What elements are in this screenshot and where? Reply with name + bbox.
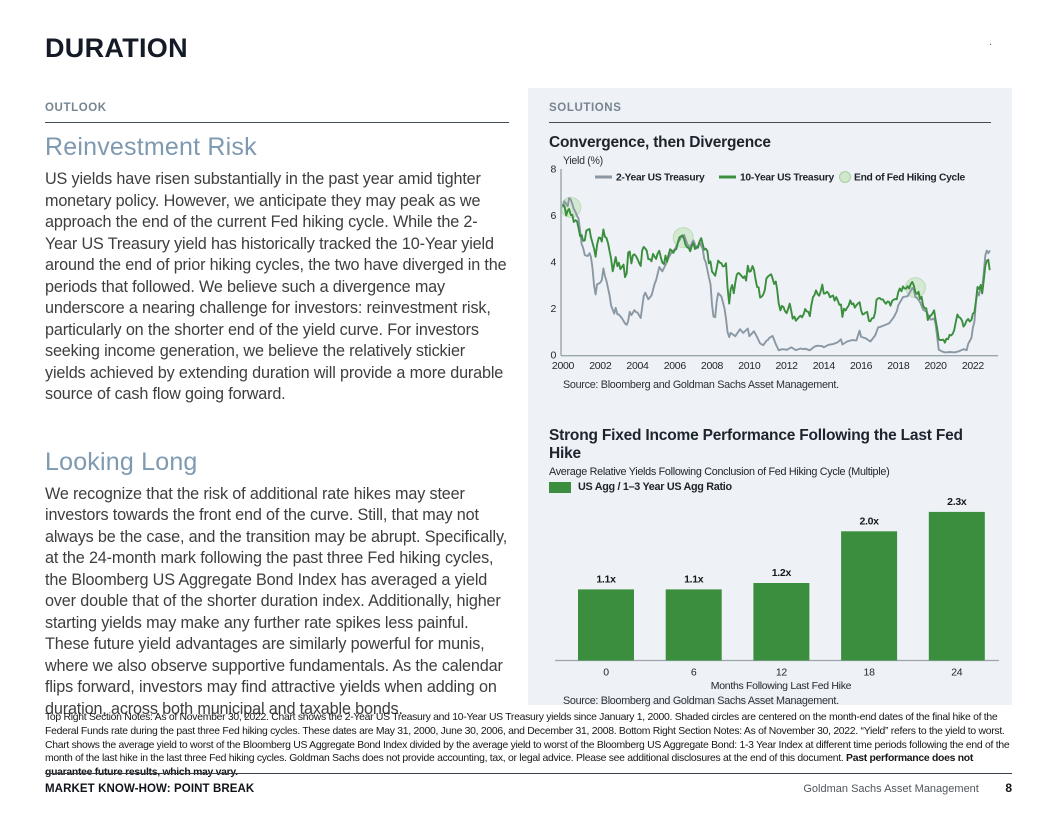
svg-text:2-Year US Treasury: 2-Year US Treasury bbox=[616, 173, 705, 184]
footnotes-text: Top Right Section Notes: As of November … bbox=[45, 712, 1010, 765]
bar-12 bbox=[753, 583, 810, 661]
legend-swatch-icon bbox=[549, 481, 571, 493]
svg-text:2.0x: 2.0x bbox=[859, 515, 879, 527]
footer: MARKET KNOW-HOW: POINT BREAK Goldman Sac… bbox=[45, 779, 1012, 797]
svg-text:2020: 2020 bbox=[925, 360, 948, 372]
line-series-0 bbox=[562, 197, 991, 354]
svg-text:12: 12 bbox=[776, 667, 788, 679]
svg-text:10-Year US Treasury: 10-Year US Treasury bbox=[740, 173, 834, 184]
svg-text:2006: 2006 bbox=[664, 360, 687, 372]
bar-chart-source: Source: Bloomberg and Goldman Sachs Asse… bbox=[563, 695, 839, 707]
svg-text:8: 8 bbox=[550, 164, 556, 176]
footer-brand: MARKET KNOW-HOW: POINT BREAK bbox=[45, 783, 255, 795]
svg-text:1.1x: 1.1x bbox=[596, 573, 616, 585]
svg-text:2016: 2016 bbox=[850, 360, 873, 372]
section-heading-reinvestment-risk: Reinvestment Risk bbox=[45, 133, 257, 161]
solutions-label: SOLUTIONS bbox=[549, 102, 622, 114]
footnotes-bold-text: Past performance does not guarantee futu… bbox=[45, 753, 974, 779]
svg-text:0: 0 bbox=[550, 350, 556, 362]
bar-chart-xlabel: Months Following Last Fed Hike bbox=[711, 680, 852, 692]
footer-rule bbox=[45, 773, 1012, 774]
svg-text:2018: 2018 bbox=[887, 360, 910, 372]
svg-text:2022: 2022 bbox=[962, 360, 985, 372]
svg-text:4: 4 bbox=[550, 257, 556, 269]
line-series-1 bbox=[562, 204, 991, 344]
bar-18 bbox=[841, 531, 898, 661]
page-title: DURATION bbox=[45, 33, 188, 63]
svg-text:2.3x: 2.3x bbox=[947, 496, 967, 508]
bar-chart-legend: US Agg / 1–3 Year US Agg Ratio bbox=[549, 481, 991, 493]
svg-text:2010: 2010 bbox=[738, 360, 761, 372]
svg-text:18: 18 bbox=[864, 667, 876, 679]
svg-text:2000: 2000 bbox=[552, 360, 575, 372]
svg-text:2012: 2012 bbox=[776, 360, 799, 372]
svg-text:1.2x: 1.2x bbox=[772, 567, 792, 579]
svg-text:2008: 2008 bbox=[701, 360, 724, 372]
bar-chart: 1.1x 0 1.1x 6 1.2x 12 2.0x 18 2.3x 24 Months Follo… bbox=[555, 496, 999, 692]
bar-chart-legend-label: US Agg / 1–3 Year US Agg Ratio bbox=[578, 481, 732, 493]
bar-24 bbox=[928, 511, 985, 661]
section-body-looking-long: We recognize that the risk of additional… bbox=[45, 484, 508, 718]
outlook-rule bbox=[45, 122, 509, 123]
svg-text:End of Fed Hiking Cycle: End of Fed Hiking Cycle bbox=[854, 173, 966, 184]
svg-text:6: 6 bbox=[550, 210, 556, 222]
page-number: 8 bbox=[1005, 781, 1012, 795]
line-chart-source: Source: Bloomberg and Goldman Sachs Asse… bbox=[563, 379, 839, 391]
outlook-label: OUTLOOK bbox=[45, 102, 107, 114]
footnotes: Top Right Section Notes: As of November … bbox=[45, 711, 1012, 780]
outlook-column: OUTLOOK Reinvestment Risk US yields have… bbox=[45, 102, 509, 720]
solutions-panel: SOLUTIONS Convergence, then Divergence Y… bbox=[528, 88, 1012, 707]
bar-6 bbox=[665, 589, 722, 661]
section-heading-looking-long: Looking Long bbox=[45, 447, 198, 476]
footer-company: Goldman Sachs Asset Management bbox=[803, 783, 979, 795]
bar-chart-title: Strong Fixed Income Performance Followin… bbox=[549, 427, 963, 462]
footer-right: Goldman Sachs Asset Management 8 bbox=[803, 779, 1012, 797]
corner-mark: . bbox=[989, 36, 993, 48]
line-chart-title: Convergence, then Divergence bbox=[549, 134, 771, 151]
svg-text:2014: 2014 bbox=[813, 360, 836, 372]
svg-text:2004: 2004 bbox=[626, 360, 649, 372]
svg-text:0: 0 bbox=[603, 667, 609, 679]
line-chart-ylabel: Yield (%) bbox=[563, 155, 603, 167]
svg-text:1.1x: 1.1x bbox=[684, 573, 704, 585]
legend-hike-swatch bbox=[839, 171, 851, 183]
solutions-rule bbox=[549, 122, 991, 123]
svg-text:6: 6 bbox=[691, 667, 697, 679]
section-body-reinvestment-risk: US yields have risen substantially in th… bbox=[45, 170, 507, 403]
bar-chart-subtitle: Average Relative Yields Following Conclu… bbox=[549, 466, 890, 478]
svg-text:24: 24 bbox=[951, 667, 963, 679]
bar-0 bbox=[578, 589, 634, 661]
line-chart: 0 2 4 6 8 2000 2002 2004 2006 2008 2010 2012 2014 201… bbox=[550, 164, 998, 372]
svg-text:2002: 2002 bbox=[589, 360, 612, 372]
svg-text:2: 2 bbox=[550, 303, 556, 315]
